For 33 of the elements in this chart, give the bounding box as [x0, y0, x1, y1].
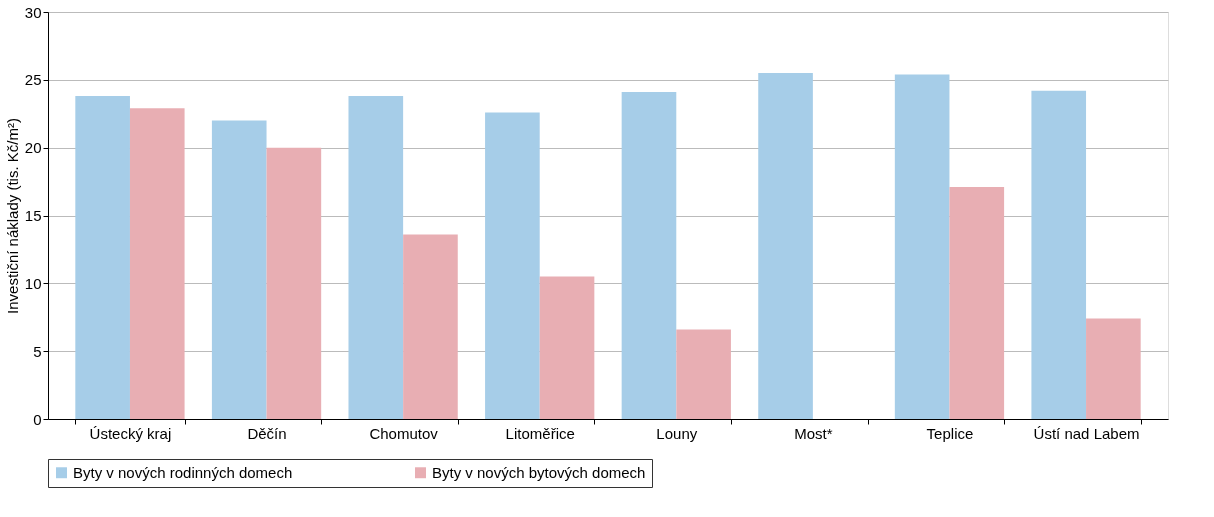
bar [676, 329, 731, 419]
y-axis-title: Investiční náklady (tis. Kč/m²) [3, 118, 21, 314]
bar [403, 234, 458, 419]
x-tick-label: Děčín [247, 424, 287, 442]
bar [894, 74, 950, 419]
bar [621, 92, 677, 419]
x-tick-label: Ústecký kraj [89, 424, 172, 442]
bar [348, 96, 404, 419]
x-tick-label: Ústí nad Labem [1033, 424, 1140, 442]
x-tick-label: Most* [794, 424, 833, 442]
bar [75, 96, 130, 419]
y-tick-label: 25 [24, 71, 42, 89]
x-tick-label: Chomutov [369, 424, 439, 442]
legend-label: Byty v nových bytových domech [432, 463, 646, 481]
bar [266, 147, 322, 419]
bar [758, 73, 813, 419]
y-tick-label: 30 [24, 3, 42, 21]
bar [129, 108, 185, 419]
legend-label: Byty v nových rodinných domech [73, 463, 293, 481]
bar [1086, 318, 1141, 419]
y-tick-label: 0 [33, 410, 42, 428]
x-tick-label: Teplice [926, 424, 974, 442]
bar [485, 112, 540, 419]
bar [539, 276, 595, 419]
bar [211, 120, 267, 419]
x-tick-label: Louny [656, 424, 698, 442]
x-tick-label: Litoměřice [505, 424, 575, 442]
bar [1031, 90, 1087, 419]
y-tick-label: 20 [24, 139, 42, 157]
y-tick-label: 15 [24, 207, 42, 224]
bar [949, 187, 1005, 419]
y-tick-label: 5 [33, 342, 42, 360]
y-tick-label: 10 [24, 274, 42, 292]
